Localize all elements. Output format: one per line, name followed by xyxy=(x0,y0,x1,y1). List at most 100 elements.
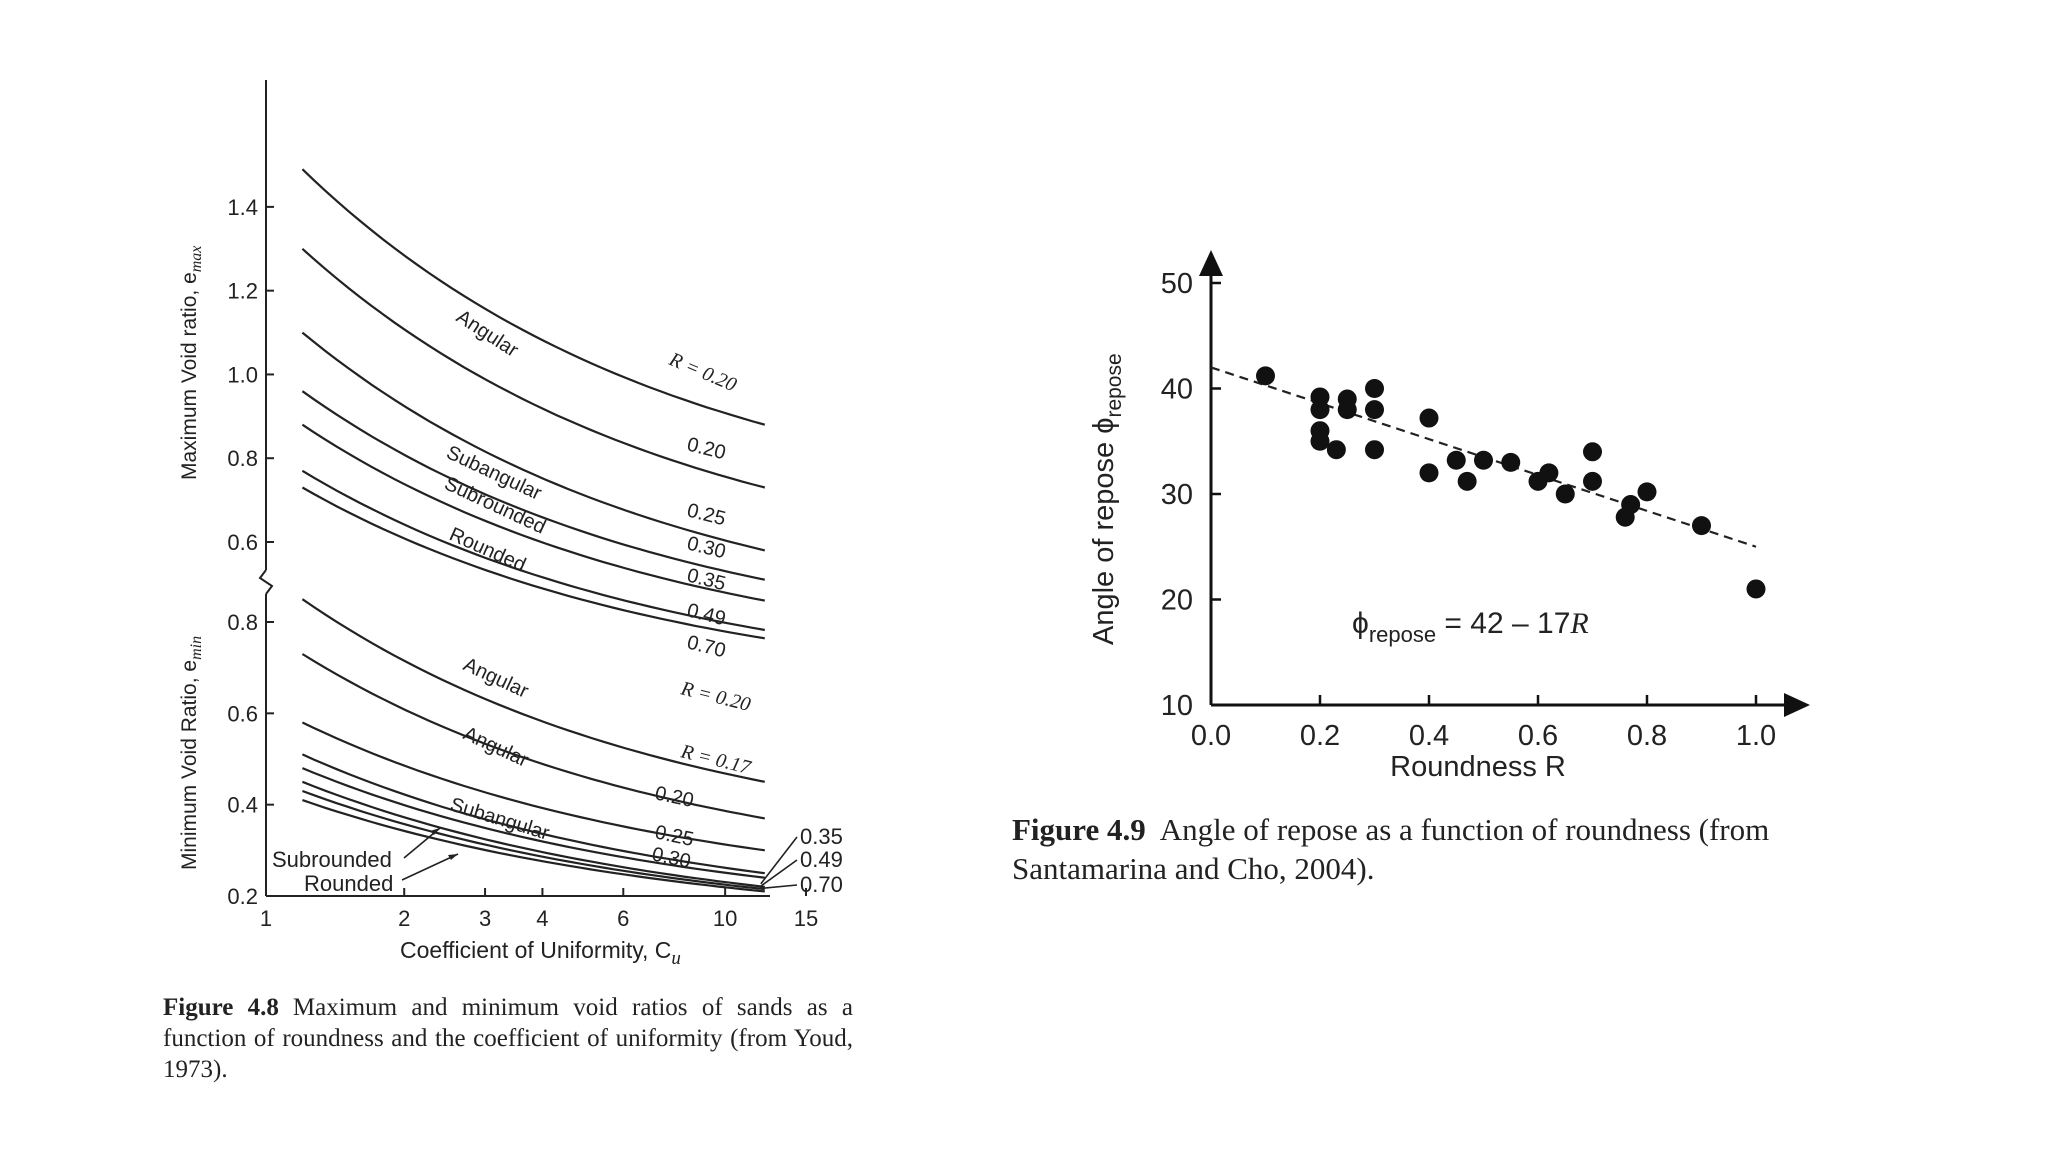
upper-void-curve xyxy=(301,390,766,581)
data-point xyxy=(1365,400,1384,420)
lower-annotation: Angular xyxy=(460,723,532,772)
lower-label: 0.35 xyxy=(800,824,843,849)
upper-void-curve xyxy=(301,423,766,602)
leader-line xyxy=(401,853,459,881)
x-tick-label: 4 xyxy=(536,906,548,931)
lower-label: 0.70 xyxy=(800,872,843,897)
x-tick-label: 3 xyxy=(479,906,491,931)
regression-equation: ϕrepose = 42 – 17R xyxy=(1352,607,1589,647)
data-point xyxy=(1583,471,1602,491)
repose-x-tick-label: 0.4 xyxy=(1409,720,1449,752)
upper-y-tick-label: 1.4 xyxy=(227,195,258,220)
data-point xyxy=(1326,440,1346,460)
upper-void-curve xyxy=(301,331,766,552)
figure-4-9-caption: Figure 4.9 Angle of repose as a function … xyxy=(1012,810,1882,888)
lower-void-curve xyxy=(301,653,765,820)
upper-y-tick-label: 1.0 xyxy=(227,362,258,387)
x-tick-label: 10 xyxy=(713,906,737,931)
upper-label: 0.20 xyxy=(685,434,728,465)
angle-of-repose-chart: 10 20 30 40 50 0.0 0.2 0.4 0.6 0.8 1.0 Roundness R… xyxy=(1088,250,1810,783)
data-point xyxy=(1539,463,1559,483)
upper-void-curve xyxy=(301,469,765,632)
repose-x-tick-label: 0.6 xyxy=(1518,720,1558,752)
repose-y-tick-label: 10 xyxy=(1161,690,1193,722)
upper-y-tick-label: 0.6 xyxy=(227,530,258,555)
lower-void-curve xyxy=(302,799,765,893)
void-ratio-axes xyxy=(258,80,770,897)
repose-axes xyxy=(1199,250,1810,717)
axis-break-mark xyxy=(258,569,274,595)
data-point xyxy=(1501,452,1521,472)
upper-void-curve xyxy=(301,247,766,489)
repose-y-tick-label: 50 xyxy=(1161,268,1193,300)
lower-void-curve xyxy=(301,721,765,852)
repose-x-tick-label: 0.8 xyxy=(1627,720,1667,752)
data-point xyxy=(1474,450,1493,470)
x-axis-title: Coefficient of Uniformity, Cu xyxy=(400,937,681,969)
repose-x-tick-label: 0.0 xyxy=(1191,720,1231,752)
lower-annotation: Angular xyxy=(460,654,532,703)
upper-void-curve xyxy=(301,486,765,640)
x-tick-label: 6 xyxy=(617,906,629,931)
lower-y-tick-label: 0.2 xyxy=(227,884,258,909)
figure-4-9-label: Figure 4.9 xyxy=(1012,812,1146,847)
leader-arrowhead xyxy=(448,854,458,860)
figure-4-8-text: Maximum and minimum void ratios of sands… xyxy=(163,994,853,1083)
data-point xyxy=(1583,442,1602,462)
repose-ticks: 10 20 30 40 50 0.0 0.2 0.4 0.6 0.8 1.0 xyxy=(1161,268,1776,752)
upper-label: 0.30 xyxy=(685,533,728,564)
data-point xyxy=(1365,379,1384,398)
lower-void-curve xyxy=(301,767,765,879)
lower-y-tick-label: 0.8 xyxy=(227,610,258,635)
repose-points xyxy=(1256,366,1766,599)
repose-y-tick-label: 20 xyxy=(1161,585,1193,617)
figure-4-8-label: Figure 4.8 xyxy=(163,994,279,1021)
figure-4-8-caption: Figure 4.8 Maximum and minimum void ratio… xyxy=(163,992,853,1085)
lower-annotation: Subrounded xyxy=(272,847,392,872)
void-ratio-ticks: 0.6 0.8 1.0 1.2 1.4 0.2 0.4 0.6 0.8 1 2 3 4 6 10 15 xyxy=(227,195,818,931)
void-ratio-curve-labels: R = 0.200.200.250.300.350.490.70AngularS… xyxy=(272,306,843,897)
x-tick-label: 15 xyxy=(794,906,818,931)
x-axis-arrowhead xyxy=(1784,693,1810,717)
data-point xyxy=(1457,471,1477,491)
lower-label: 0.20 xyxy=(653,782,696,812)
lower-y-tick-label: 0.4 xyxy=(227,793,258,818)
figure-4-9-text: Angle of repose as a function of roundne… xyxy=(1012,812,1770,886)
leader-line xyxy=(760,836,798,885)
lower-label-r: R = 0.17 xyxy=(678,740,754,779)
data-point xyxy=(1621,495,1641,515)
repose-x-axis-title: Roundness R xyxy=(1390,751,1566,783)
leader-line xyxy=(760,859,798,887)
repose-x-tick-label: 0.2 xyxy=(1300,720,1340,752)
data-point xyxy=(1692,516,1711,536)
upper-label: 0.25 xyxy=(685,500,728,531)
data-point xyxy=(1555,484,1575,504)
lower-label: 0.49 xyxy=(800,847,843,872)
lower-annotation: Subangular xyxy=(448,794,553,845)
data-point xyxy=(1637,482,1657,502)
leader-line xyxy=(760,884,798,890)
data-point xyxy=(1746,579,1766,599)
data-point xyxy=(1419,408,1439,428)
data-point xyxy=(1365,440,1384,460)
lower-y-axis-title: Minimum Void Ratio, emin xyxy=(178,636,205,870)
x-tick-label: 1 xyxy=(260,906,272,931)
lower-void-curve xyxy=(302,789,765,891)
upper-label: 0.70 xyxy=(685,632,728,663)
y-axis-arrowhead xyxy=(1199,250,1223,276)
data-point xyxy=(1337,400,1357,420)
x-tick-label: 2 xyxy=(398,906,410,931)
upper-annotation: Rounded xyxy=(446,523,529,576)
repose-x-tick-label: 1.0 xyxy=(1736,720,1776,752)
void-ratio-chart: 0.6 0.8 1.0 1.2 1.4 0.2 0.4 0.6 0.8 1 2 3 4 6 10 15 R =… xyxy=(178,80,843,969)
data-point xyxy=(1310,431,1330,451)
data-point xyxy=(1419,463,1439,483)
lower-void-curve xyxy=(301,598,766,783)
upper-y-tick-label: 1.2 xyxy=(227,279,258,304)
data-point xyxy=(1256,366,1275,386)
lower-y-tick-label: 0.6 xyxy=(227,701,258,726)
upper-label-r: R = 0.20 xyxy=(665,348,740,396)
repose-y-tick-label: 30 xyxy=(1161,479,1193,511)
lower-annotation: Rounded xyxy=(304,871,393,896)
